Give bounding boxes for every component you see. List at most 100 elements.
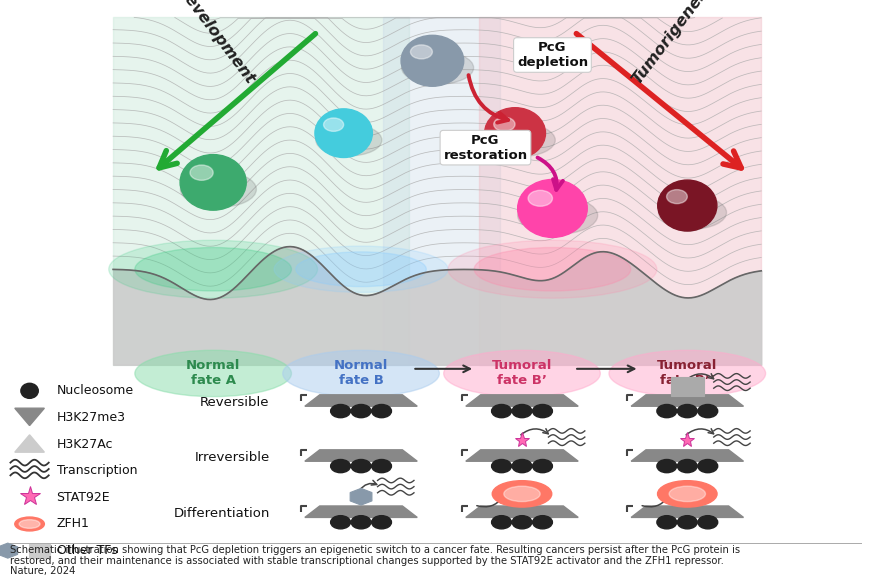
Ellipse shape — [180, 171, 256, 207]
Text: Transcription: Transcription — [56, 464, 137, 477]
Polygon shape — [382, 17, 500, 365]
Ellipse shape — [315, 109, 372, 157]
Ellipse shape — [697, 405, 717, 417]
Ellipse shape — [330, 460, 350, 472]
Ellipse shape — [443, 350, 600, 397]
Ellipse shape — [512, 460, 531, 472]
Ellipse shape — [494, 117, 514, 131]
Ellipse shape — [351, 460, 370, 472]
Ellipse shape — [330, 516, 350, 529]
Ellipse shape — [410, 45, 432, 59]
Ellipse shape — [315, 124, 381, 156]
Ellipse shape — [677, 405, 696, 417]
Text: Development: Development — [174, 0, 257, 87]
Text: Other TFs: Other TFs — [56, 544, 117, 557]
Ellipse shape — [512, 516, 531, 529]
Ellipse shape — [656, 516, 676, 529]
Ellipse shape — [15, 517, 44, 531]
Ellipse shape — [697, 460, 717, 472]
Ellipse shape — [274, 246, 448, 292]
Text: Nucleosome: Nucleosome — [56, 384, 134, 397]
Ellipse shape — [109, 240, 317, 298]
Ellipse shape — [371, 460, 391, 472]
Ellipse shape — [189, 165, 213, 180]
Text: H3K27Ac: H3K27Ac — [56, 438, 113, 450]
Ellipse shape — [19, 520, 40, 528]
Text: Schematic illustration showing that PcG depletion triggers an epigenetic switch : Schematic illustration showing that PcG … — [10, 545, 740, 555]
Text: STAT92E: STAT92E — [56, 491, 110, 504]
Polygon shape — [630, 506, 743, 518]
Ellipse shape — [295, 252, 426, 287]
Ellipse shape — [474, 248, 630, 291]
Ellipse shape — [608, 350, 765, 397]
Ellipse shape — [448, 240, 656, 298]
Polygon shape — [0, 543, 17, 558]
Text: restored, and their maintenance is associated with stable transcriptional change: restored, and their maintenance is assoc… — [10, 556, 724, 566]
Polygon shape — [465, 506, 578, 518]
Ellipse shape — [401, 51, 473, 85]
Ellipse shape — [668, 486, 705, 501]
Text: Normal
fate A: Normal fate A — [186, 359, 240, 387]
Ellipse shape — [371, 405, 391, 417]
FancyBboxPatch shape — [670, 377, 703, 396]
Text: Tumoral
fate B’’: Tumoral fate B’’ — [656, 359, 717, 387]
Text: Reversible: Reversible — [200, 396, 269, 409]
Ellipse shape — [21, 383, 38, 398]
Text: Nature, 2024: Nature, 2024 — [10, 566, 76, 576]
Polygon shape — [304, 395, 417, 406]
Ellipse shape — [517, 197, 597, 234]
Ellipse shape — [135, 248, 291, 291]
Ellipse shape — [485, 123, 554, 157]
Ellipse shape — [401, 35, 463, 86]
Ellipse shape — [532, 516, 552, 529]
Ellipse shape — [351, 516, 370, 529]
Ellipse shape — [491, 516, 511, 529]
Text: Irreversible: Irreversible — [195, 451, 269, 464]
Text: ZFH1: ZFH1 — [56, 518, 90, 530]
Polygon shape — [304, 506, 417, 518]
Polygon shape — [465, 395, 578, 406]
Ellipse shape — [677, 460, 696, 472]
Polygon shape — [465, 450, 578, 461]
Text: Tumorigenesis: Tumorigenesis — [628, 0, 719, 87]
Ellipse shape — [492, 481, 551, 507]
Text: PcG
depletion: PcG depletion — [516, 41, 587, 69]
Ellipse shape — [666, 190, 687, 204]
Ellipse shape — [697, 516, 717, 529]
Ellipse shape — [657, 481, 716, 507]
Ellipse shape — [517, 179, 587, 237]
Ellipse shape — [484, 108, 545, 159]
Polygon shape — [478, 17, 760, 365]
Polygon shape — [15, 435, 44, 452]
Ellipse shape — [491, 460, 511, 472]
Polygon shape — [630, 450, 743, 461]
Ellipse shape — [135, 350, 291, 397]
Polygon shape — [304, 450, 417, 461]
Ellipse shape — [491, 405, 511, 417]
Ellipse shape — [532, 405, 552, 417]
Ellipse shape — [656, 460, 676, 472]
Ellipse shape — [657, 180, 716, 231]
Ellipse shape — [503, 486, 540, 501]
Ellipse shape — [180, 155, 246, 210]
Text: Tumoral
fate B’: Tumoral fate B’ — [491, 359, 552, 387]
Ellipse shape — [512, 405, 531, 417]
Ellipse shape — [532, 460, 552, 472]
Text: Differentiation: Differentiation — [173, 507, 269, 520]
FancyBboxPatch shape — [29, 544, 50, 558]
Ellipse shape — [330, 405, 350, 417]
Ellipse shape — [323, 118, 343, 131]
Ellipse shape — [527, 190, 552, 206]
Ellipse shape — [351, 405, 370, 417]
Ellipse shape — [658, 196, 726, 229]
Polygon shape — [630, 395, 743, 406]
Ellipse shape — [677, 516, 696, 529]
Polygon shape — [349, 488, 372, 505]
Polygon shape — [113, 17, 408, 365]
Ellipse shape — [371, 516, 391, 529]
Polygon shape — [15, 408, 44, 426]
Text: PcG
restoration: PcG restoration — [443, 134, 527, 162]
Text: H3K27me3: H3K27me3 — [56, 411, 125, 424]
Text: Normal
fate B: Normal fate B — [334, 359, 388, 387]
Ellipse shape — [656, 405, 676, 417]
